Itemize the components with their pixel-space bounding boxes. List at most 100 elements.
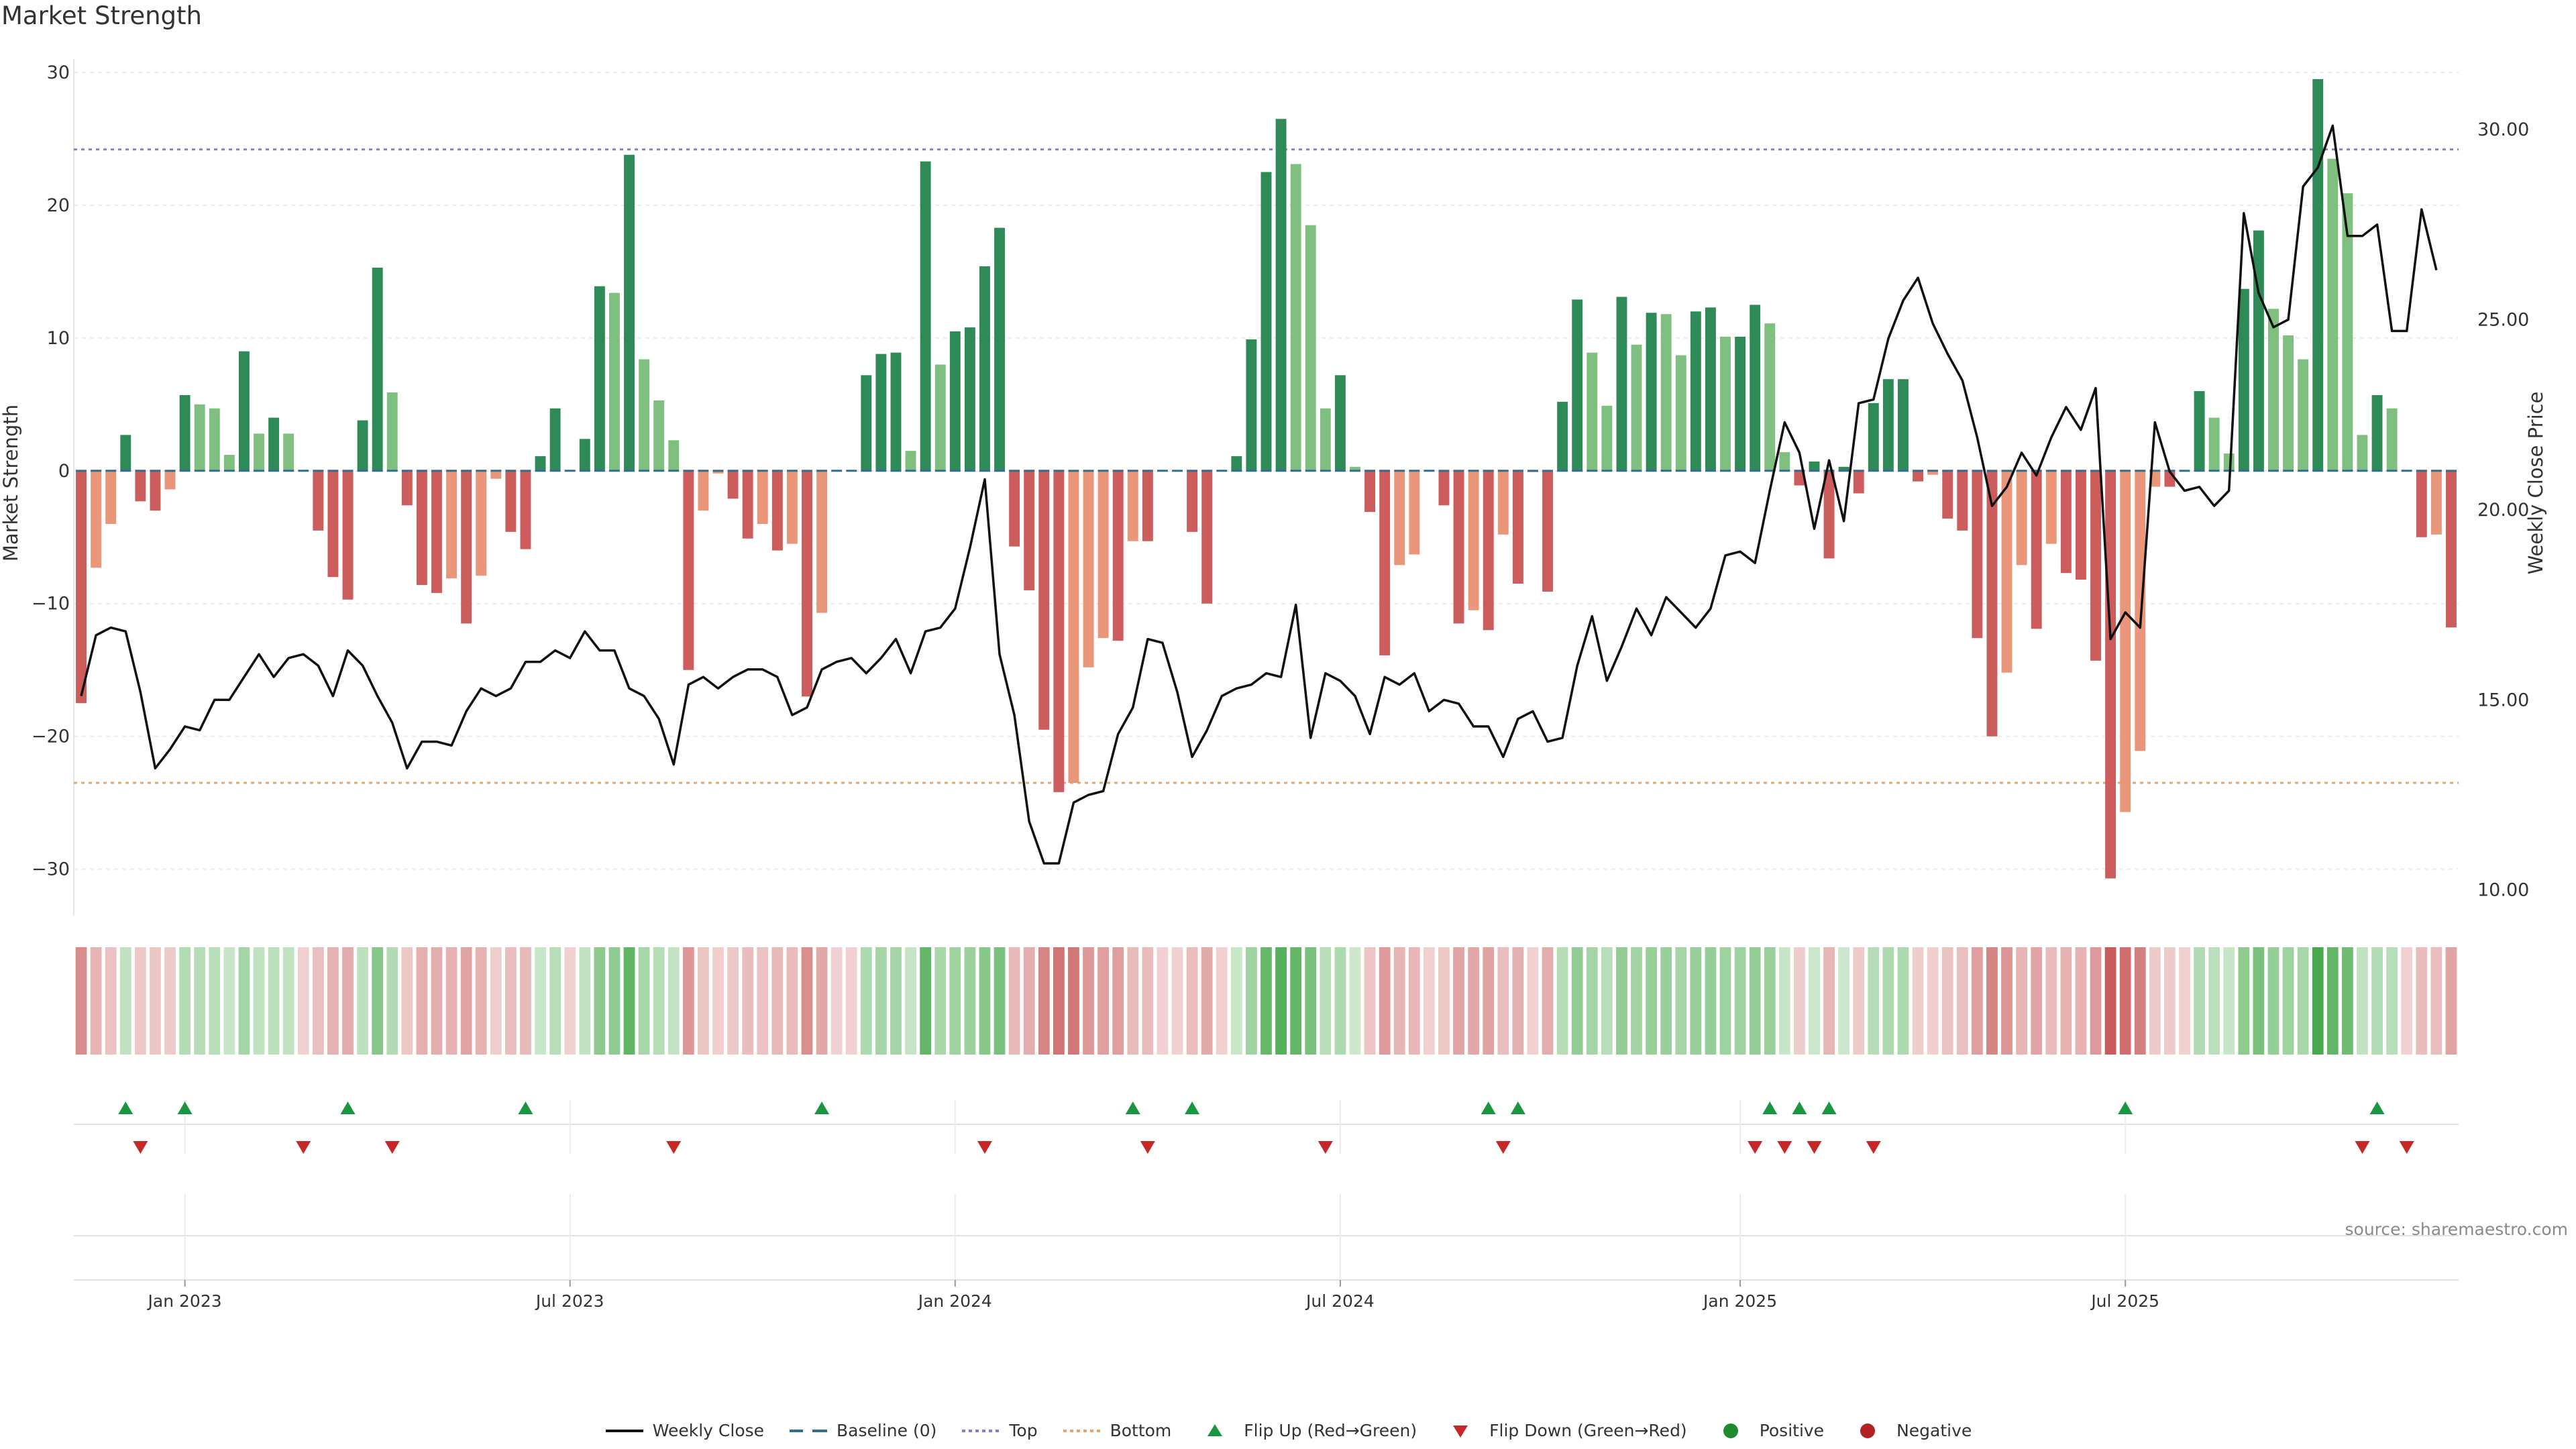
- strength-bar: [223, 455, 235, 471]
- strength-bar: [1127, 470, 1138, 541]
- heat-cell: [2075, 947, 2087, 1055]
- strength-bar: [2135, 470, 2146, 751]
- strength-bar: [2298, 359, 2309, 471]
- strength-bar: [490, 470, 502, 479]
- heat-cell: [75, 947, 87, 1055]
- heat-cell: [1038, 947, 1050, 1055]
- heat-cell: [1809, 947, 1820, 1055]
- flip-down-marker: [2355, 1141, 2370, 1154]
- flip-down-marker: [1777, 1141, 1792, 1154]
- heat-cell: [2134, 947, 2146, 1055]
- strength-bar: [179, 394, 191, 471]
- heat-cell: [1719, 947, 1731, 1055]
- heat-cell: [1705, 947, 1717, 1055]
- heat-cell: [2119, 947, 2131, 1055]
- heat-cell: [1927, 947, 1939, 1055]
- flip-up-marker: [814, 1102, 830, 1114]
- strength-bar: [1053, 470, 1065, 792]
- heat-cell: [475, 947, 487, 1055]
- y-left-tick-label: 30: [47, 62, 70, 83]
- y-left-tick-label: 0: [58, 461, 70, 482]
- strength-bar: [357, 420, 368, 471]
- heat-cell: [2445, 947, 2457, 1055]
- heat-cell: [194, 947, 206, 1055]
- strength-bar: [2045, 470, 2057, 544]
- legend-swatch: [1453, 1425, 1468, 1438]
- strength-bar: [1468, 470, 1479, 610]
- y-right-tick-label: 30.00: [2477, 119, 2529, 140]
- strength-bar: [2060, 470, 2072, 574]
- strength-bar: [1972, 470, 1983, 639]
- strength-bar: [254, 433, 264, 471]
- strength-bar: [579, 439, 590, 471]
- flip-down-marker: [1748, 1141, 1763, 1154]
- x-tick-label: Jul 2023: [535, 1291, 604, 1311]
- strength-bar: [1334, 375, 1346, 471]
- legend-item: Flip Down (Green→Red): [1441, 1421, 1687, 1440]
- heat-cell: [1008, 947, 1020, 1055]
- strength-bar: [683, 470, 694, 670]
- heat-cell: [2090, 947, 2102, 1055]
- strength-bar: [624, 154, 635, 471]
- heat-cell: [357, 947, 368, 1055]
- heat-cell: [1823, 947, 1835, 1055]
- strength-bar: [1913, 470, 1924, 482]
- legend-item: Bottom: [1062, 1421, 1171, 1440]
- heat-cell: [1838, 947, 1850, 1055]
- flip-up-marker: [1762, 1102, 1778, 1114]
- y-right-axis-label: Weekly Close Price: [2524, 392, 2547, 575]
- y-right-tick-label: 20.00: [2477, 500, 2529, 521]
- strength-bar: [1350, 466, 1360, 471]
- y-right-tick-label: 15.00: [2477, 690, 2529, 710]
- strength-bar: [120, 435, 131, 471]
- strength-bar: [1646, 313, 1657, 471]
- legend-swatch: [1860, 1423, 1876, 1438]
- flip-up-marker: [1821, 1102, 1837, 1114]
- heat-cell: [1290, 947, 1302, 1055]
- heat-cell: [134, 947, 146, 1055]
- legend-label: Negative: [1896, 1421, 1972, 1440]
- heat-cell: [1260, 947, 1272, 1055]
- strength-bar: [1986, 470, 1998, 737]
- flip-down-marker: [133, 1141, 148, 1154]
- strength-bar: [1616, 297, 1627, 471]
- strength-bar: [786, 470, 798, 544]
- strength-bar: [342, 470, 354, 600]
- heat-cell: [2060, 947, 2072, 1055]
- heat-cell: [1586, 947, 1598, 1055]
- legend-item: Negative: [1848, 1421, 1972, 1440]
- strength-bar: [461, 470, 472, 624]
- strength-bar: [861, 375, 872, 471]
- strength-bar: [2312, 78, 2324, 471]
- flip-down-marker: [1866, 1141, 1881, 1154]
- legend-swatch: [1208, 1424, 1223, 1436]
- strength-bar: [594, 286, 605, 471]
- strength-bar: [1660, 314, 1672, 471]
- heat-cell: [1497, 947, 1509, 1055]
- heat-cell: [860, 947, 872, 1055]
- strength-bar: [209, 408, 220, 471]
- heat-cell: [2416, 947, 2428, 1055]
- legend-swatch: [1723, 1423, 1738, 1438]
- heat-cell: [1971, 947, 1983, 1055]
- heat-cell: [342, 947, 354, 1055]
- strength-bar: [1720, 336, 1731, 471]
- heat-cell: [2238, 947, 2250, 1055]
- strength-bar: [1735, 336, 1746, 471]
- legend-swatch: [790, 1429, 828, 1432]
- strength-bar: [238, 351, 250, 471]
- heat-cell: [209, 947, 221, 1055]
- strength-bar: [1542, 470, 1553, 592]
- heat-cell: [653, 947, 665, 1055]
- heat-cell: [845, 947, 857, 1055]
- strength-bar: [1809, 461, 1820, 471]
- chart-title: Market Strength: [1, 1, 202, 30]
- strength-bar: [1690, 311, 1701, 471]
- heat-cell: [90, 947, 102, 1055]
- strength-bar: [194, 404, 205, 471]
- strength-bar: [1260, 172, 1272, 471]
- strength-bar: [401, 470, 413, 506]
- heat-cell: [638, 947, 650, 1055]
